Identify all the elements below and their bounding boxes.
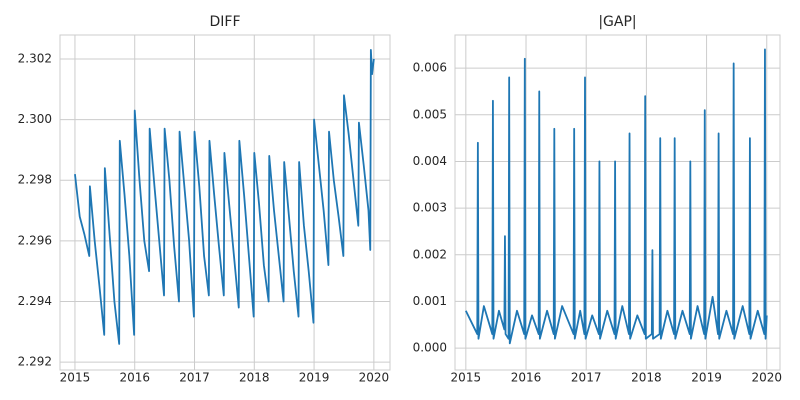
y-tick-label: 0.004: [413, 154, 447, 168]
chart-title: |GAP|: [598, 14, 636, 30]
y-tick-label: 2.298: [18, 173, 52, 187]
x-tick-label: 2019: [691, 371, 722, 385]
y-tick-label: 2.296: [18, 233, 52, 247]
x-tick-label: 2015: [60, 371, 91, 385]
y-tick-label: 0.003: [413, 201, 447, 215]
chart-title: DIFF: [209, 14, 240, 30]
data-line: [465, 48, 768, 345]
y-tick-label: 0.001: [413, 294, 447, 308]
y-tick-label: 0.002: [413, 247, 447, 261]
data-line: [74, 48, 375, 345]
x-tick-label: 2016: [511, 371, 542, 385]
y-tick-label: 2.294: [18, 294, 52, 308]
x-tick-label: 2017: [179, 371, 210, 385]
x-tick-label: 2019: [299, 371, 330, 385]
x-tick-label: 2017: [571, 371, 602, 385]
x-tick-label: 2016: [119, 371, 150, 385]
y-tick-label: 2.292: [18, 355, 52, 369]
y-tick-label: 0.000: [413, 341, 447, 355]
y-tick-label: 2.302: [18, 51, 52, 65]
x-tick-label: 2020: [751, 371, 782, 385]
y-tick-label: 0.005: [413, 107, 447, 121]
y-tick-label: 2.300: [18, 112, 52, 126]
axes-frame: [59, 34, 391, 371]
x-tick-label: 2018: [239, 371, 270, 385]
x-tick-label: 2015: [451, 371, 482, 385]
y-tick-label: 0.006: [413, 61, 447, 75]
x-tick-label: 2018: [631, 371, 662, 385]
axes-frame: [454, 34, 781, 371]
x-tick-label: 2020: [359, 371, 390, 385]
